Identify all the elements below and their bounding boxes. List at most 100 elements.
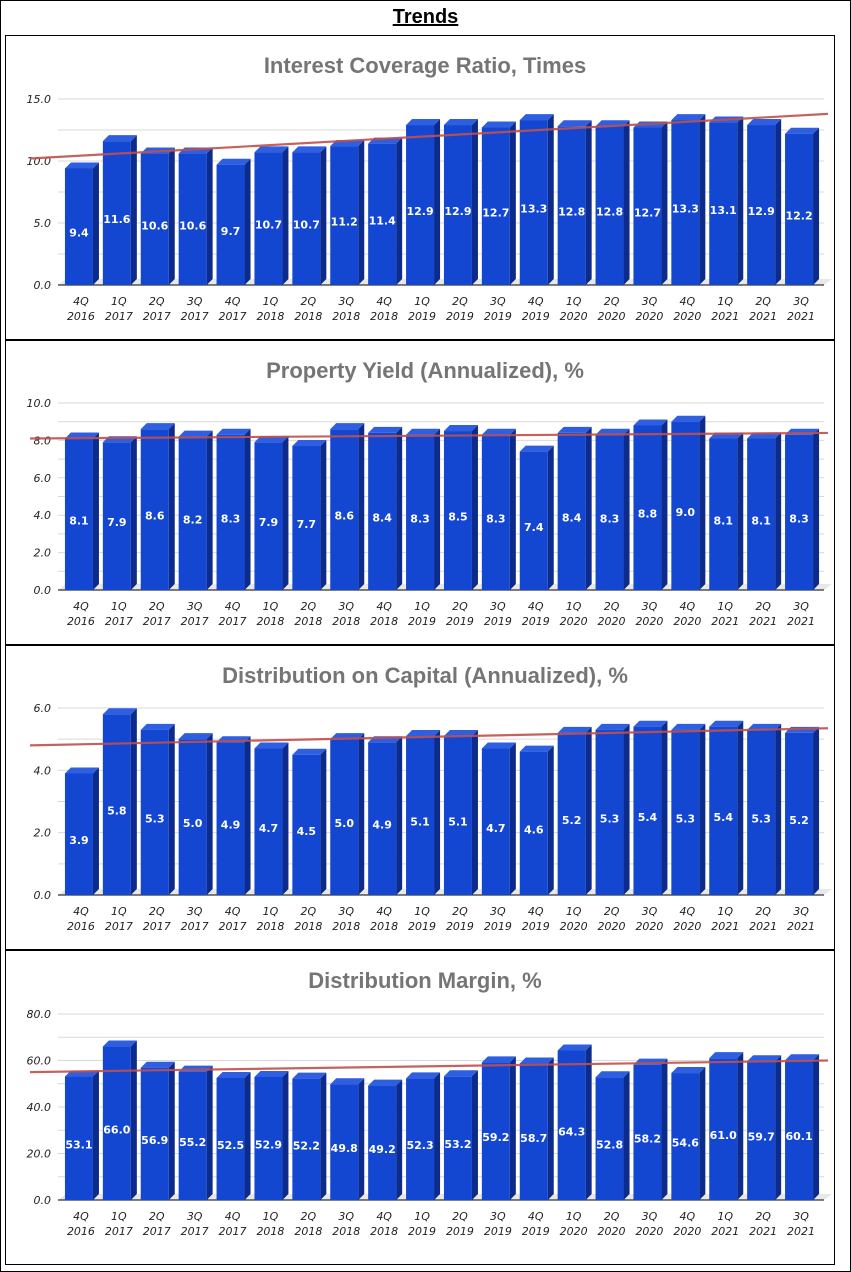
bar [595, 428, 630, 590]
y-tick-label: 8.0 [34, 434, 52, 447]
data-label: 4.7 [486, 822, 506, 835]
x-tick-label: 1Q [263, 600, 279, 613]
x-tick-label: 3Q [490, 295, 506, 308]
x-tick-label: 2017 [143, 920, 171, 933]
x-tick-label: 2021 [711, 615, 739, 628]
data-label: 4.9 [372, 819, 392, 832]
x-tick-label: 2017 [105, 310, 133, 323]
x-tick-label: 2018 [256, 310, 284, 323]
x-tick-label: 2019 [522, 615, 550, 628]
bar [102, 1040, 137, 1200]
bar [709, 116, 744, 285]
data-label: 8.4 [562, 511, 582, 524]
bar [178, 733, 213, 895]
trendline [29, 727, 829, 747]
x-tick-label: 3Q [490, 905, 506, 918]
x-tick-label: 2017 [181, 920, 209, 933]
x-tick-label: 2019 [522, 1225, 550, 1238]
x-tick-label: 2020 [673, 310, 701, 323]
x-tick-label: 2021 [711, 1225, 739, 1238]
data-label: 59.2 [482, 1131, 509, 1144]
x-tick-label: 2017 [181, 615, 209, 628]
y-tick-label: 4.0 [34, 764, 52, 777]
data-label: 8.1 [69, 514, 89, 527]
x-tick-label: 4Q [225, 600, 241, 613]
data-label: 8.8 [638, 508, 658, 521]
x-tick-label: 3Q [187, 600, 203, 613]
x-tick-label: 4Q [528, 600, 544, 613]
chart-panel-interest-coverage: Interest Coverage Ratio, Times 0.0 5.0 10.0… [5, 35, 835, 340]
y-tick-label: 0.0 [34, 1194, 52, 1207]
bar [519, 745, 554, 895]
bar [633, 720, 668, 895]
x-tick-label: 2017 [219, 1225, 247, 1238]
bar [254, 1071, 289, 1200]
y-tick-label: 2.0 [34, 827, 52, 840]
x-tick-label: 2020 [598, 1225, 626, 1238]
x-tick-label: 2017 [143, 1225, 171, 1238]
data-label: 49.2 [369, 1143, 396, 1156]
data-label: 5.3 [676, 812, 696, 825]
bar [140, 1061, 175, 1200]
x-tick-label: 2019 [484, 310, 512, 323]
data-label: 12.9 [406, 205, 433, 218]
bar [671, 723, 706, 895]
y-tick-label: 10.0 [27, 397, 52, 410]
chart-title: Distribution on Capital (Annualized), % [222, 663, 628, 688]
bar [481, 121, 516, 286]
bar [481, 742, 516, 895]
x-tick-label: 2019 [446, 1225, 474, 1238]
x-tick-label: 2Q [604, 1210, 620, 1223]
x-tick-label: 1Q [263, 905, 279, 918]
x-tick-label: 3Q [793, 905, 809, 918]
x-tick-label: 2019 [408, 920, 436, 933]
data-label: 59.7 [748, 1131, 775, 1144]
bar [292, 748, 327, 895]
bar [216, 736, 251, 895]
x-tick-label: 3Q [793, 600, 809, 613]
x-tick-label: 2018 [294, 310, 322, 323]
x-tick-label: 4Q [528, 1210, 544, 1223]
bar [633, 121, 668, 286]
x-tick-label: 2017 [105, 615, 133, 628]
x-tick-label: 2Q [149, 600, 165, 613]
data-label: 4.9 [221, 819, 241, 832]
x-tick-label: 2Q [452, 600, 468, 613]
x-tick-label: 2021 [787, 920, 815, 933]
y-tick-label: 15.0 [27, 93, 52, 106]
data-label: 56.9 [141, 1134, 168, 1147]
chart-panel-distribution-on-capital: Distribution on Capital (Annualized), % 0… [5, 645, 835, 950]
bar [633, 1058, 668, 1200]
bar [368, 736, 403, 895]
bar [216, 428, 251, 590]
bar [709, 720, 744, 895]
bar [519, 445, 554, 590]
data-label: 8.5 [448, 511, 468, 524]
x-tick-label: 2021 [749, 615, 777, 628]
x-tick-label: 2019 [408, 310, 436, 323]
x-tick-label: 2020 [635, 310, 663, 323]
bar [557, 120, 592, 285]
x-tick-label: 2Q [452, 1210, 468, 1223]
bar [102, 135, 137, 285]
x-tick-label: 2020 [635, 615, 663, 628]
bar [747, 432, 782, 590]
x-tick-label: 2020 [673, 1225, 701, 1238]
data-label: 5.0 [183, 817, 203, 830]
x-tick-label: 4Q [376, 1210, 392, 1223]
chart-title: Distribution Margin, % [308, 968, 541, 993]
x-tick-label: 2Q [301, 905, 317, 918]
x-tick-label: 2020 [598, 310, 626, 323]
bar [330, 1078, 365, 1200]
x-tick-label: 2016 [67, 615, 95, 628]
bar [254, 742, 289, 895]
x-tick-label: 1Q [566, 295, 582, 308]
x-tick-label: 2016 [67, 310, 95, 323]
data-label: 61.0 [710, 1129, 737, 1142]
x-tick-label: 3Q [338, 600, 354, 613]
y-tick-label: 20.0 [27, 1148, 52, 1161]
bar [292, 146, 327, 285]
x-tick-label: 2018 [294, 615, 322, 628]
x-tick-label: 2Q [149, 905, 165, 918]
data-label: 13.1 [710, 204, 737, 217]
